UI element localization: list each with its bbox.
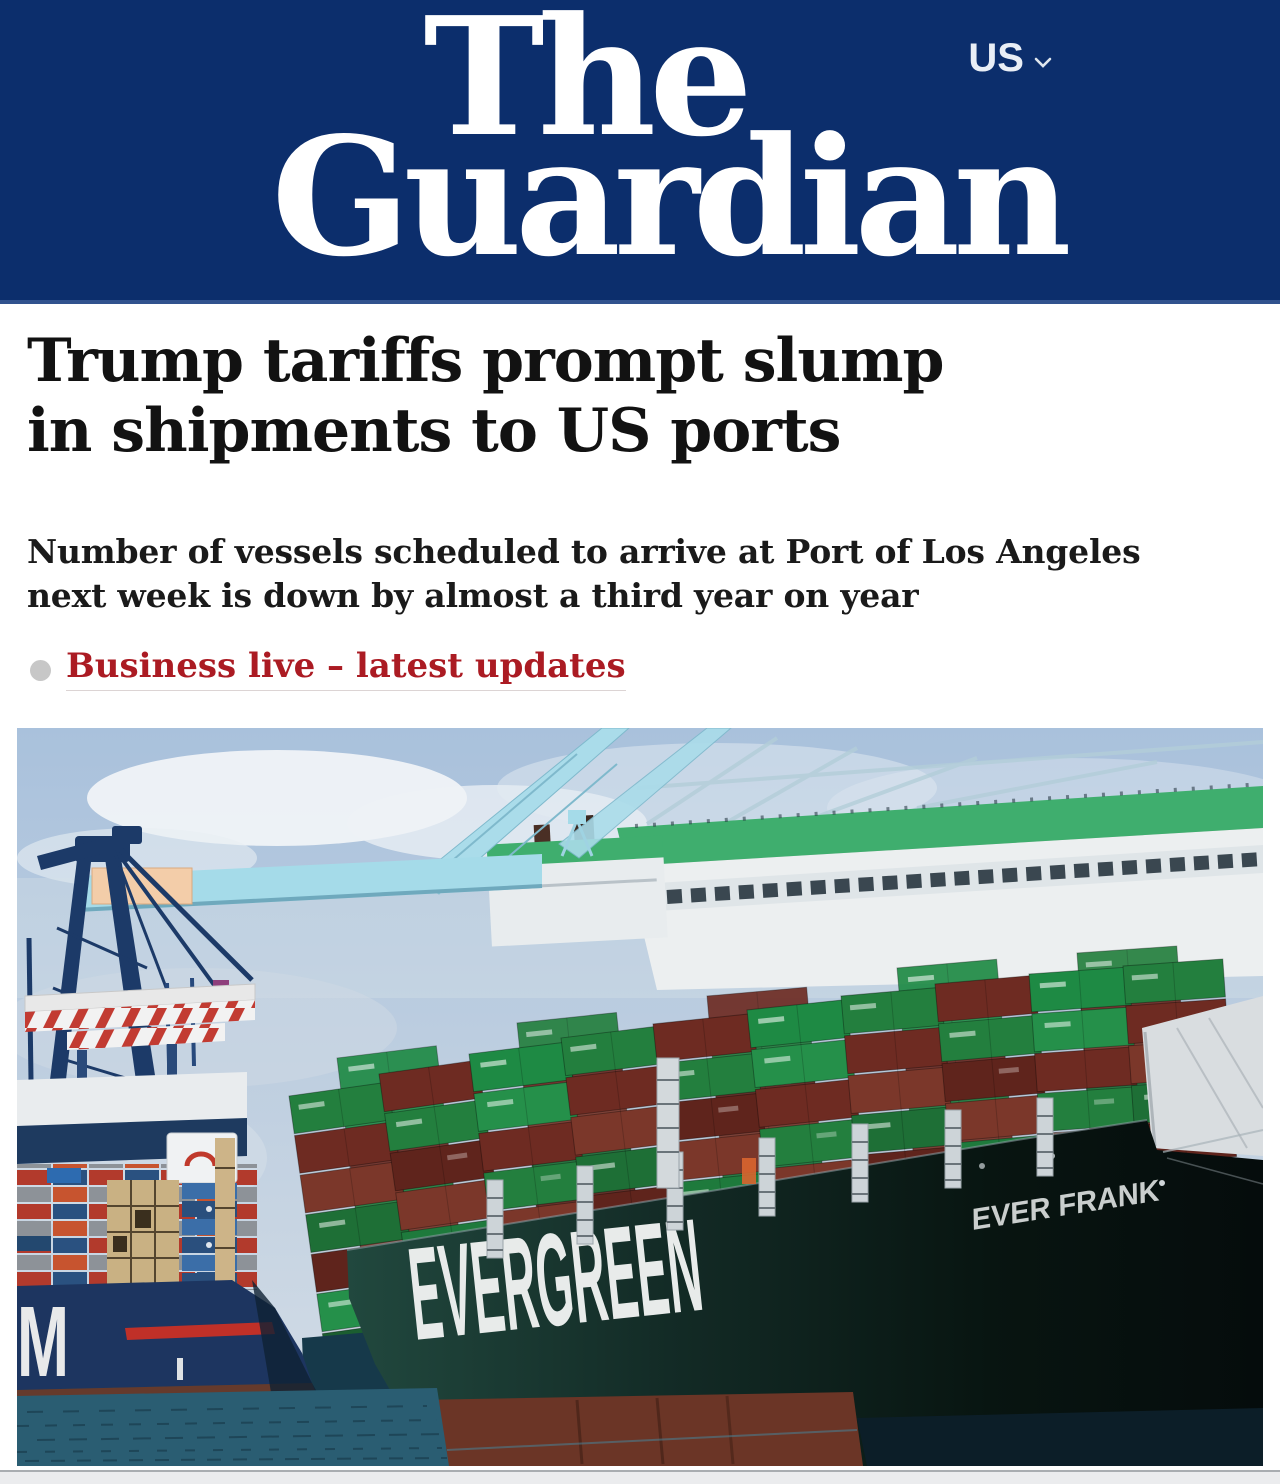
page-bottom-strip [0, 1470, 1280, 1484]
neighbor-hull-letter: M [17, 1286, 69, 1398]
chevron-down-icon [1034, 57, 1052, 68]
quay-crane-boom [76, 728, 732, 912]
article: Trump tariffs prompt slump in shipments … [0, 326, 1280, 692]
water-foreground [17, 1388, 1263, 1466]
logo-line-the: The [423, 0, 753, 173]
bow-structure [1142, 996, 1263, 1156]
live-link-row: Business live – latest updates [30, 648, 1253, 692]
article-image: M EVERGREEN EVER FRANK [17, 728, 1263, 1466]
lashing-towers [486, 1057, 1054, 1259]
evergreen-hull-text: EVERGREEN [403, 1191, 709, 1368]
neighbor-ship-deck [17, 1072, 257, 1290]
bottom-gap [0, 1466, 1280, 1470]
logo-line-guardian: Guardian [271, 102, 1071, 293]
live-bullet-icon [30, 659, 51, 681]
ship-hull: EVERGREEN EVER FRANK [346, 1119, 1263, 1466]
striped-gangways [24, 983, 256, 1086]
guardian-logo[interactable]: The Guardian [271, 0, 1071, 293]
article-standfirst: Number of vessels scheduled to arrive at… [27, 532, 1141, 615]
edition-selector[interactable]: US [968, 36, 1052, 81]
ship-superstructure [617, 782, 1263, 990]
edition-label: US [968, 36, 1024, 80]
background-cranes [636, 736, 1263, 830]
article-headline: Trump tariffs prompt slump in shipments … [27, 326, 944, 466]
business-live-link[interactable]: Business live – latest updates [66, 649, 626, 691]
site-header: The Guardian US [0, 0, 1280, 304]
